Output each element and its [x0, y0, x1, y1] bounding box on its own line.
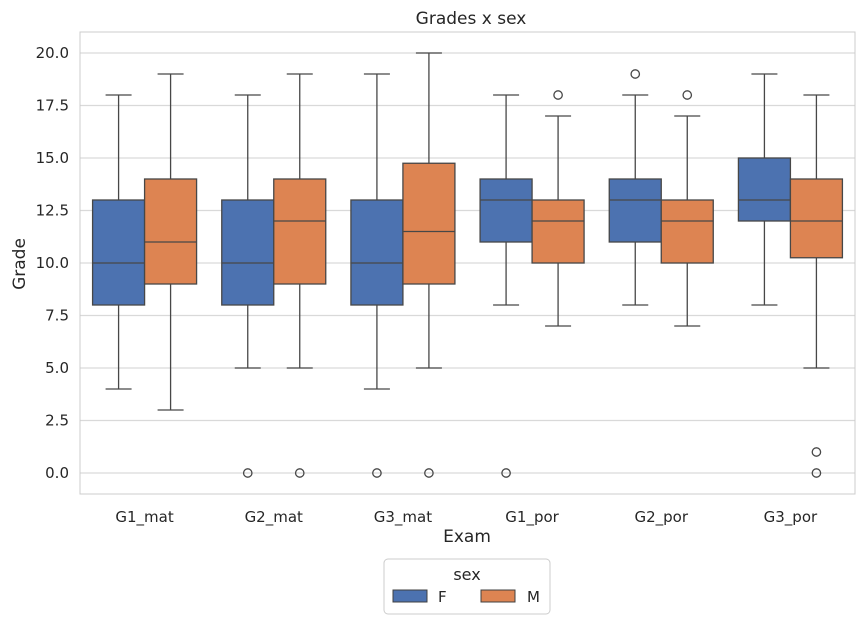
outlier-point [294, 468, 305, 478]
y-tick-label: 2.5 [45, 412, 69, 430]
y-tick-label: 12.5 [36, 202, 69, 220]
box-m-G3_por [789, 94, 844, 478]
box-iqr [660, 199, 714, 264]
box-iqr [273, 178, 327, 285]
box-f-G1_por [479, 94, 533, 478]
box-iqr [143, 178, 198, 285]
y-tick-label: 5.0 [45, 359, 69, 377]
box-f-G2_mat [221, 94, 275, 478]
box-iqr [608, 178, 662, 243]
box-m-G1_mat [143, 73, 198, 411]
box-iqr [789, 178, 844, 259]
legend-swatch-f [392, 589, 428, 603]
outlier-point [372, 468, 382, 478]
box-iqr [350, 199, 404, 306]
legend-label-m: M [527, 588, 540, 606]
x-tick-label: G2_mat [245, 508, 303, 527]
plot-frame [79, 31, 856, 495]
box-iqr [402, 162, 456, 285]
outlier-point [811, 447, 822, 457]
x-tick-labels: G1_mat G2_mat G3_mat G1_por G2_por G3_por [115, 508, 818, 527]
y-tick-label: 10.0 [36, 254, 69, 272]
x-tick-label: G3_por [764, 508, 818, 527]
x-tick-label: G3_mat [374, 508, 432, 527]
box-m-G2_por [660, 90, 714, 327]
x-tick-label: G1_por [505, 508, 559, 527]
legend-title: sex [453, 565, 480, 584]
x-axis-label: Exam [443, 527, 491, 547]
box-f-G3_por [737, 73, 792, 306]
legend-label-f: F [438, 588, 447, 606]
boxplot-marks [91, 52, 844, 478]
outlier-point [630, 69, 641, 79]
outlier-point [242, 468, 253, 478]
y-tick-label: 15.0 [36, 149, 69, 167]
chart-title: Grades x sex [416, 9, 527, 29]
outlier-point [682, 90, 693, 100]
box-f-G1_mat [91, 94, 146, 390]
gridlines [80, 52, 855, 474]
outlier-point [501, 468, 511, 478]
y-tick-label: 17.5 [36, 97, 69, 115]
y-tick-label: 7.5 [45, 307, 69, 325]
outlier-point [811, 468, 822, 478]
legend-swatch-m [480, 589, 516, 603]
box-m-G2_mat [273, 73, 327, 478]
box-iqr [91, 199, 146, 306]
x-tick-label: G2_por [634, 508, 688, 527]
box-iqr [737, 157, 792, 222]
box-iqr [531, 199, 585, 264]
outlier-point [424, 468, 434, 478]
box-iqr [479, 178, 533, 243]
box-f-G2_por [608, 69, 662, 306]
y-axis-label: Grade [10, 238, 30, 290]
box-m-G3_mat [402, 52, 456, 478]
y-tick-labels: 0.0 2.5 5.0 7.5 10.0 12.5 15.0 17.5 20.0 [36, 44, 69, 482]
y-tick-label: 20.0 [36, 44, 69, 62]
legend: sex F M [383, 558, 551, 615]
box-m-G1_por [531, 90, 585, 327]
x-tick-label: G1_mat [115, 508, 173, 527]
outlier-point [553, 90, 563, 100]
box-iqr [221, 199, 275, 306]
y-tick-label: 0.0 [45, 464, 69, 482]
